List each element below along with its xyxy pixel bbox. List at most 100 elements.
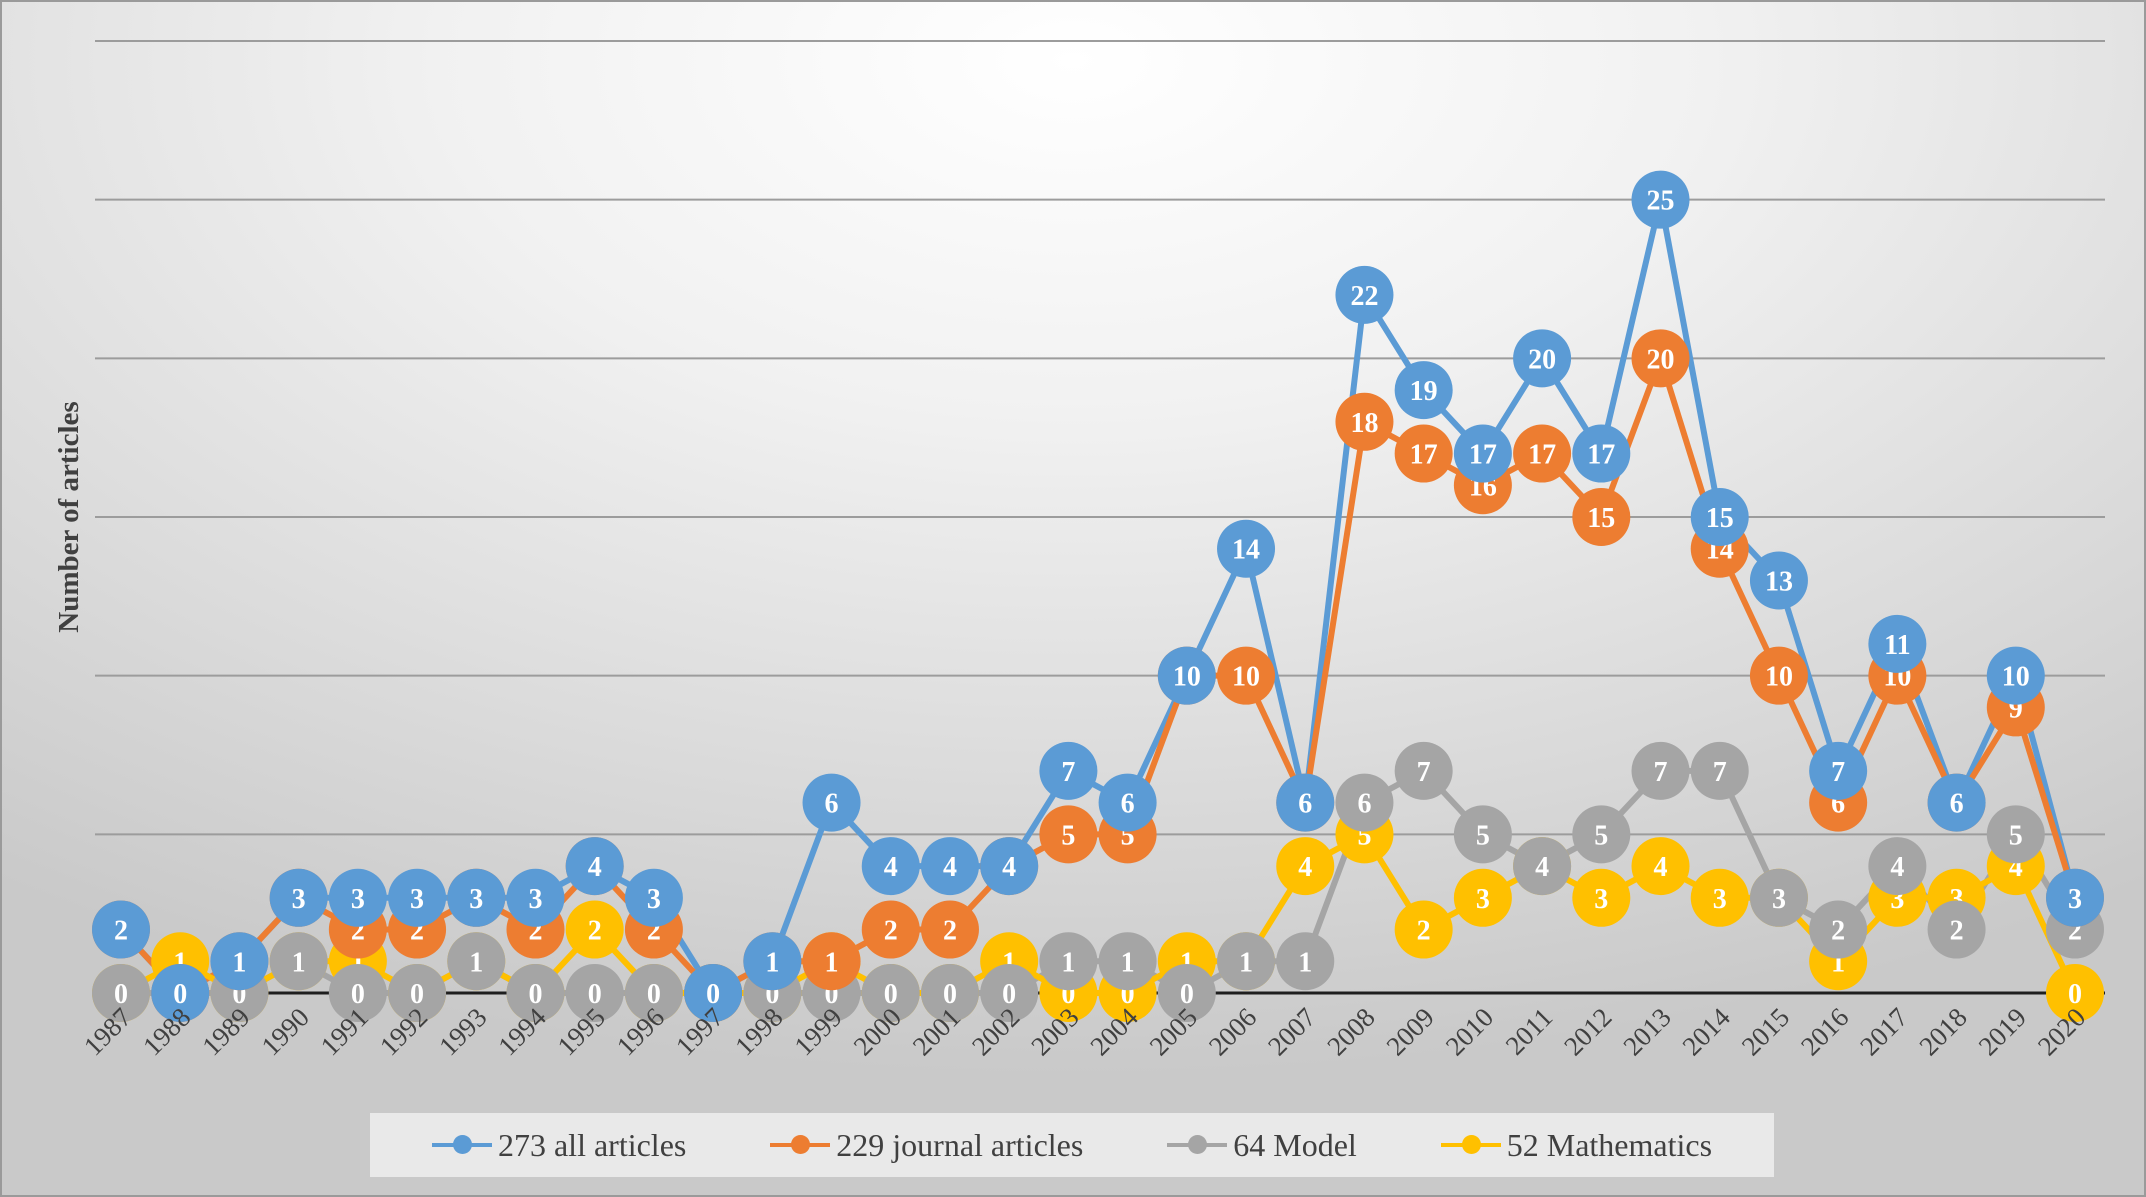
data-point: 3 bbox=[269, 868, 328, 927]
data-marker bbox=[151, 964, 210, 1022]
data-point: 15 bbox=[1690, 488, 1749, 546]
data-label: 19 bbox=[1410, 376, 1438, 407]
legend-swatch bbox=[770, 1133, 831, 1157]
data-marker bbox=[1453, 805, 1512, 864]
data-point: 2 bbox=[565, 900, 624, 959]
data-point: 2 bbox=[1927, 900, 1986, 959]
data-point: 6 bbox=[1098, 773, 1157, 832]
data-label: 15 bbox=[1587, 503, 1615, 534]
data-point: 3 bbox=[1572, 868, 1631, 927]
data-label: 2 bbox=[588, 916, 602, 947]
data-marker bbox=[565, 837, 624, 896]
data-point: 5 bbox=[1039, 805, 1098, 864]
data-label: 4 bbox=[943, 852, 957, 883]
data-label: 1 bbox=[1298, 947, 1312, 978]
data-point: 0 bbox=[861, 964, 920, 1022]
data-marker bbox=[802, 932, 861, 991]
data-point: 4 bbox=[1513, 837, 1572, 896]
data-marker bbox=[920, 900, 979, 959]
data-label: 17 bbox=[1410, 440, 1438, 471]
data-label: 3 bbox=[2068, 884, 2082, 915]
data-marker bbox=[1394, 424, 1453, 483]
data-point: 0 bbox=[684, 964, 743, 1022]
data-marker bbox=[1749, 868, 1808, 927]
legend-item-2: 229 journal articles bbox=[770, 1127, 1083, 1164]
data-label: 0 bbox=[351, 979, 365, 1010]
data-label: 3 bbox=[1772, 884, 1786, 915]
data-label: 10 bbox=[1232, 662, 1260, 693]
data-point: 11 bbox=[1868, 614, 1927, 673]
data-point: 2 bbox=[1809, 900, 1868, 959]
data-point: 1 bbox=[1217, 932, 1276, 991]
data-point: 2 bbox=[1394, 900, 1453, 959]
data-marker bbox=[861, 964, 920, 1022]
data-point: 4 bbox=[1276, 837, 1335, 896]
data-marker bbox=[1572, 805, 1631, 864]
data-label: 5 bbox=[1476, 820, 1490, 851]
data-marker bbox=[624, 868, 683, 927]
data-point: 1 bbox=[1098, 932, 1157, 991]
data-marker bbox=[328, 868, 387, 927]
data-marker bbox=[1927, 773, 1986, 832]
data-point: 0 bbox=[388, 964, 447, 1022]
data-point: 4 bbox=[920, 837, 979, 896]
data-point: 3 bbox=[1690, 868, 1749, 927]
data-marker bbox=[388, 868, 447, 927]
legend-swatch bbox=[431, 1133, 492, 1157]
data-label: 18 bbox=[1350, 408, 1378, 439]
data-marker bbox=[1217, 932, 1276, 991]
data-point: 4 bbox=[980, 837, 1039, 896]
data-label: 10 bbox=[1173, 662, 1201, 693]
legend-swatch bbox=[1440, 1133, 1501, 1157]
data-marker bbox=[1335, 265, 1394, 324]
data-marker bbox=[1690, 868, 1749, 927]
data-marker bbox=[1631, 329, 1690, 388]
data-label: 6 bbox=[1950, 789, 1964, 820]
data-point: 14 bbox=[1217, 519, 1276, 578]
data-point: 7 bbox=[1039, 741, 1098, 800]
data-point: 7 bbox=[1809, 741, 1868, 800]
data-label: 5 bbox=[2009, 820, 2023, 851]
data-point: 7 bbox=[1394, 741, 1453, 800]
data-point: 19 bbox=[1394, 361, 1453, 420]
data-label: 3 bbox=[351, 884, 365, 915]
data-point: 0 bbox=[920, 964, 979, 1022]
data-marker bbox=[269, 868, 328, 927]
data-point: 3 bbox=[388, 868, 447, 927]
data-point: 17 bbox=[1453, 424, 1512, 483]
data-marker bbox=[2046, 868, 2104, 927]
data-marker bbox=[565, 900, 624, 959]
data-point: 2 bbox=[92, 900, 150, 959]
data-point: 13 bbox=[1749, 551, 1808, 610]
data-point: 20 bbox=[1513, 329, 1572, 388]
data-point: 4 bbox=[1868, 837, 1927, 896]
data-marker bbox=[1098, 773, 1157, 832]
legend-label: 273 all articles bbox=[497, 1126, 687, 1163]
data-label: 15 bbox=[1706, 503, 1734, 534]
data-marker bbox=[1631, 741, 1690, 800]
series-line-2 bbox=[118, 355, 2078, 996]
data-point: 22 bbox=[1335, 265, 1394, 324]
series-line-4 bbox=[119, 831, 2078, 996]
data-label: 7 bbox=[1831, 757, 1845, 788]
data-marker bbox=[269, 932, 328, 991]
data-marker bbox=[2046, 964, 2104, 1022]
data-marker bbox=[1986, 646, 2045, 705]
data-marker bbox=[92, 964, 150, 1022]
data-point: 3 bbox=[2046, 868, 2104, 927]
data-marker bbox=[1572, 868, 1631, 927]
data-label: 11 bbox=[1884, 630, 1910, 661]
data-marker bbox=[1039, 805, 1098, 864]
data-marker bbox=[1809, 900, 1868, 959]
data-marker bbox=[328, 964, 387, 1022]
data-marker bbox=[1572, 424, 1631, 483]
data-point: 3 bbox=[506, 868, 565, 927]
data-label: 0 bbox=[1180, 979, 1194, 1010]
data-marker bbox=[1513, 424, 1572, 483]
data-label: 25 bbox=[1647, 186, 1675, 217]
y-axis-title: Number of articles bbox=[53, 401, 85, 632]
data-label: 1 bbox=[1061, 947, 1075, 978]
data-marker bbox=[1039, 741, 1098, 800]
data-marker bbox=[1749, 551, 1808, 610]
